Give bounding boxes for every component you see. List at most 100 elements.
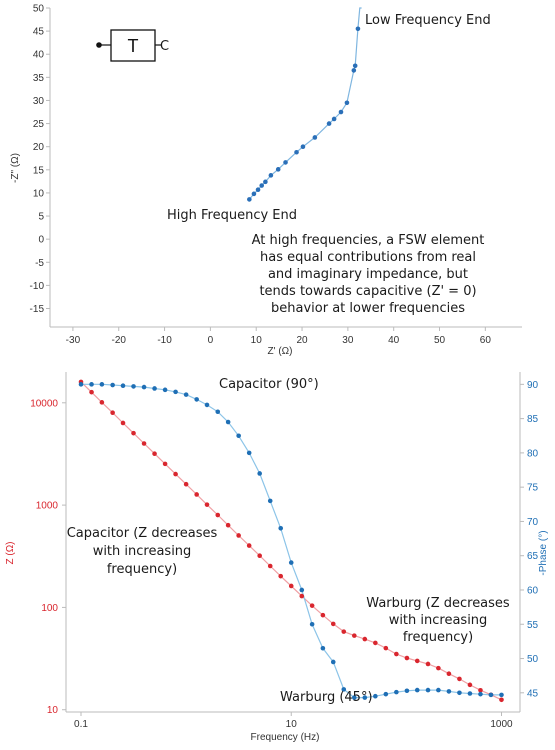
nyquist-y-label: -Z" (Ω): [10, 153, 21, 183]
nyquist-x-tick-label: 20: [296, 335, 308, 346]
magnitude-data-point: [330, 621, 336, 627]
nyquist-x-tick-label: -10: [157, 335, 172, 346]
warburg-z-annotation: Warburg (Z decreases with increasing fre…: [366, 596, 510, 645]
nyquist-data-point: [338, 109, 344, 115]
magnitude-data-point: [141, 441, 147, 446]
magnitude-data-point: [425, 661, 431, 667]
element-label: T: [128, 36, 139, 56]
magnitude-data-point: [404, 655, 410, 661]
nyquist-note: At high frequencies, a FSW element has e…: [252, 233, 485, 316]
bode-left-y-label: Z (Ω): [5, 541, 16, 564]
phase-data-point: [436, 687, 441, 693]
nyquist-data-point: [263, 179, 268, 185]
annotation-line: frequency): [107, 562, 177, 577]
bode-right-tick-label: 75: [527, 483, 539, 494]
element-terminal-label: C: [160, 39, 169, 54]
phase-data-point: [373, 693, 378, 699]
phase-data-point: [215, 409, 221, 415]
magnitude-data-point: [278, 573, 284, 579]
bode-right-tick-label: 80: [527, 448, 539, 459]
magnitude-data-point: [341, 629, 347, 634]
bode-right-tick-label: 70: [527, 517, 539, 528]
phase-data-point: [78, 382, 84, 387]
magnitude-data-point: [236, 533, 241, 538]
nyquist-x-tick-label: 30: [342, 335, 354, 346]
magnitude-data-point: [362, 636, 368, 642]
phase-data-point: [352, 695, 357, 700]
nyquist-x-tick-label: 60: [480, 335, 492, 346]
magnitude-data-point: [173, 471, 178, 477]
phase-data-point: [383, 691, 389, 697]
phase-data-point: [162, 387, 168, 393]
phase-data-point: [257, 471, 262, 476]
nyquist-data-point: [326, 121, 332, 126]
nyquist-data-point: [268, 173, 274, 178]
annotation-line: frequency): [403, 630, 473, 645]
phase-data-point: [204, 402, 210, 408]
magnitude-data-point: [457, 676, 462, 682]
magnitude-data-point: [120, 420, 126, 426]
phase-data-point: [278, 525, 284, 531]
magnitude-data-point: [446, 671, 452, 676]
phase-data-point: [246, 450, 252, 456]
nyquist-y-tick-label: -15: [30, 304, 45, 315]
circuit-element-symbol: T C: [96, 29, 169, 62]
magnitude-data-point: [204, 502, 210, 507]
capacitor-phase-annotation: Capacitor (90°): [219, 377, 319, 392]
phase-data-point: [225, 419, 231, 425]
magnitude-data-point: [246, 543, 252, 548]
bode-x-tick-label: 0.1: [74, 719, 88, 730]
phase-data-point: [173, 389, 178, 395]
nyquist-data-point: [300, 144, 306, 149]
phase-data-point: [467, 691, 473, 696]
magnitude-data-point: [373, 640, 378, 646]
nyquist-data-point: [251, 191, 257, 197]
nyquist-series-line: [248, 7, 362, 200]
nyquist-x-tick-label: 50: [434, 335, 446, 346]
nyquist-x-tick-label: 40: [388, 335, 400, 346]
phase-data-point: [394, 689, 399, 695]
note-line: behavior at lower frequencies: [271, 301, 465, 316]
phase-data-point: [414, 687, 420, 693]
magnitude-data-point: [152, 451, 157, 457]
phase-data-point: [131, 384, 136, 389]
bode-left-tick-label: 1000: [36, 501, 59, 512]
nyquist-y-tick-label: 25: [33, 119, 45, 130]
phase-data-point: [236, 433, 241, 439]
phase-data-point: [183, 392, 189, 397]
magnitude-data-point: [467, 682, 473, 688]
nyquist-x-tick-label: 0: [208, 335, 214, 346]
nyquist-x-tick-label: 10: [251, 335, 263, 346]
nyquist-x-tick-label: -30: [66, 335, 81, 346]
magnitude-data-point: [162, 461, 168, 467]
annotation-line: with increasing: [389, 613, 488, 628]
warburg-phase-annotation: Warburg (45°): [280, 690, 373, 705]
magnitude-data-point: [288, 583, 294, 589]
magnitude-data-point: [257, 553, 262, 559]
note-line: At high frequencies, a FSW element: [252, 233, 485, 248]
phase-data-point: [499, 692, 504, 698]
bode-left-tick-label: 10000: [30, 398, 58, 409]
bode-left-tick-label: 10: [47, 705, 59, 716]
magnitude-data-point: [183, 481, 189, 487]
nyquist-data-point: [275, 167, 281, 172]
nyquist-data-point: [247, 197, 252, 202]
nyquist-y-tick-label: 35: [33, 73, 45, 84]
phase-data-point: [404, 688, 410, 694]
nyquist-y-tick-label: 45: [33, 27, 45, 38]
capacitor-z-annotation: Capacitor (Z decreases with increasing f…: [67, 526, 218, 577]
magnitude-data-point: [225, 522, 231, 528]
nyquist-data-point: [294, 149, 299, 155]
phase-data-point: [288, 560, 294, 565]
nyquist-data-point: [355, 26, 361, 32]
phase-data-point: [99, 382, 105, 387]
nyquist-data-point: [344, 100, 350, 106]
magnitude-data-point: [320, 612, 326, 618]
magnitude-data-point: [299, 593, 305, 599]
magnitude-data-point: [89, 389, 94, 395]
phase-data-point: [267, 498, 273, 504]
phase-data-point: [194, 397, 199, 402]
nyquist-y-tick-label: 10: [33, 188, 45, 199]
bode-right-tick-label: 85: [527, 414, 539, 425]
nyquist-data-point: [312, 135, 318, 140]
